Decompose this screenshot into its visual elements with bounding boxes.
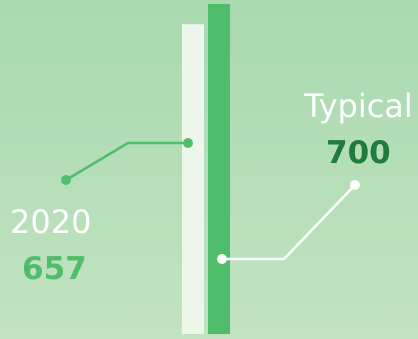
leader-dot-2020-bar [183, 138, 193, 148]
leader-dot-2020-label [61, 175, 71, 185]
value-typical: 700 [326, 135, 391, 171]
bar-typical [208, 4, 230, 334]
value-2020: 657 [22, 251, 87, 287]
label-typical: Typical [304, 87, 413, 125]
bar-2020 [182, 24, 204, 335]
leader-line-2020 [65, 141, 188, 182]
label-2020: 2020 [10, 203, 92, 241]
leader-line-typical [222, 184, 356, 261]
leader-dot-typical-label [350, 180, 360, 190]
leader-dot-typical-bar [217, 254, 227, 264]
